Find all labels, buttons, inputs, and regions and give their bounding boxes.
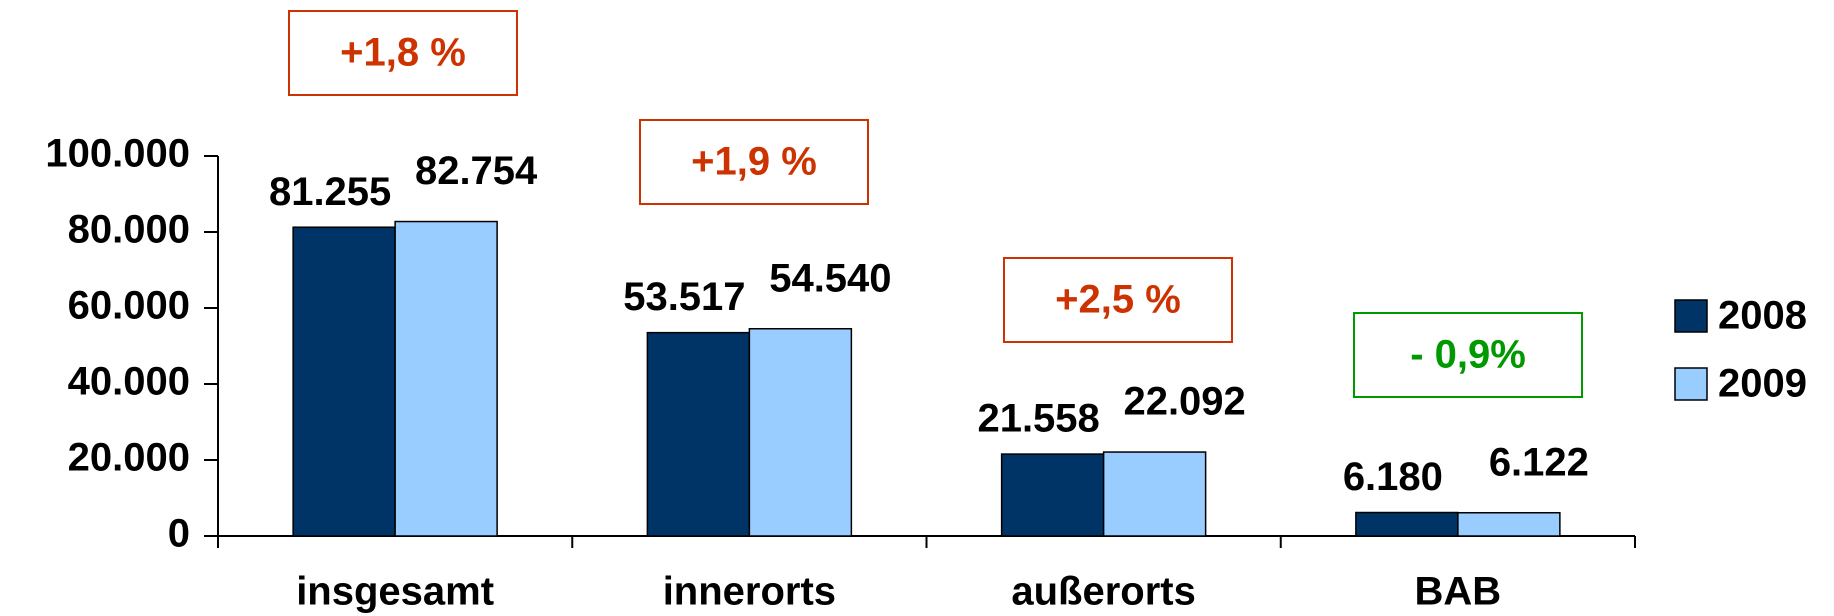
legend-swatch (1674, 299, 1708, 333)
y-tick-label: 80.000 (68, 208, 190, 252)
y-tick-label: 20.000 (68, 436, 190, 480)
data-label: 21.558 (977, 397, 1099, 441)
annotation-box (288, 10, 518, 96)
legend-label: 2008 (1718, 294, 1807, 338)
data-label: 81.255 (269, 170, 391, 214)
data-label: 6.122 (1489, 440, 1589, 484)
data-label: 54.540 (769, 256, 891, 300)
bar (1000, 453, 1105, 537)
x-tick-label: insgesamt (296, 570, 494, 614)
annotation-box (1353, 312, 1583, 398)
bar (1355, 511, 1459, 537)
annotation: +1,9 % (691, 140, 817, 184)
data-label: 82.754 (415, 149, 538, 193)
x-tick-label: innerorts (663, 570, 836, 614)
bar (1102, 451, 1207, 537)
x-tick-label: außerorts (1011, 570, 1196, 614)
data-label: 6.180 (1343, 455, 1443, 499)
bar (394, 220, 498, 537)
bar (748, 327, 853, 537)
annotation-box (1003, 257, 1233, 343)
y-tick-label: 0 (168, 512, 190, 556)
data-label: 22.092 (1123, 380, 1245, 424)
bar (292, 226, 396, 537)
y-tick-label: 100.000 (45, 132, 190, 176)
x-tick-label: BAB (1415, 570, 1502, 614)
data-label: 53.517 (623, 275, 745, 319)
bar (1457, 511, 1561, 537)
bar (646, 331, 751, 537)
y-tick-label: 40.000 (68, 360, 190, 404)
legend-swatch (1674, 367, 1708, 401)
annotation-box (639, 119, 869, 205)
y-tick-label: 60.000 (68, 284, 190, 328)
legend-label: 2009 (1718, 362, 1807, 406)
annotation: - 0,9% (1410, 333, 1526, 377)
annotation: +1,8 % (340, 31, 466, 75)
annotation: +2,5 % (1055, 278, 1181, 322)
